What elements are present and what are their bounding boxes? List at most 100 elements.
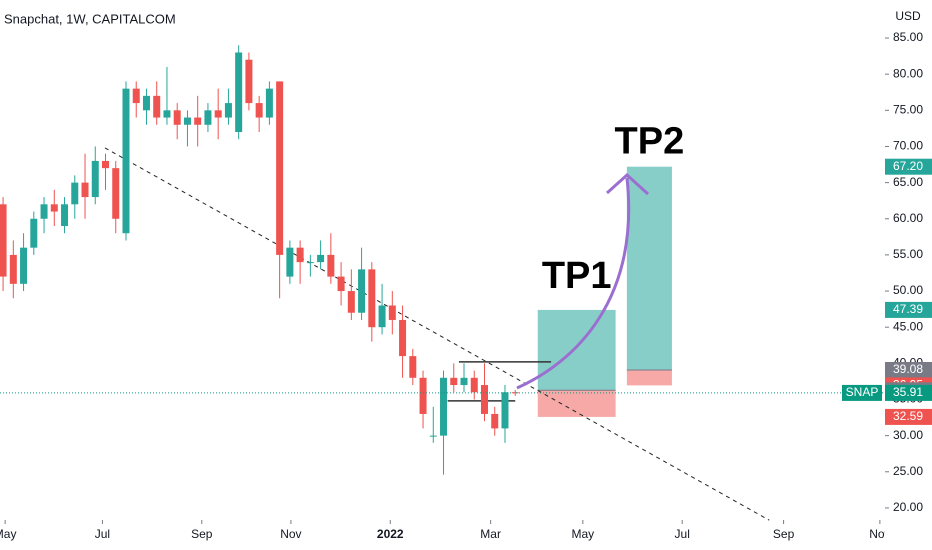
candle-body: [429, 435, 437, 437]
candle-body: [306, 262, 314, 264]
candle-body: [511, 392, 519, 394]
candle-body: [378, 305, 386, 328]
symbol-box: [842, 384, 882, 401]
x-tick-label: Nov: [280, 527, 301, 541]
currency: USD: [895, 9, 921, 23]
price-label-box: [885, 361, 932, 378]
candle-body: [40, 204, 48, 219]
candle-body: [214, 110, 222, 118]
annotation: TP1: [542, 255, 612, 297]
candle-body: [235, 52, 243, 133]
y-tick-label: 60.00: [893, 211, 923, 225]
candle-body: [501, 392, 509, 429]
candle-body: [460, 377, 468, 386]
candle-body: [9, 254, 17, 284]
candle-body: [204, 110, 212, 125]
annotation: TP2: [615, 121, 685, 163]
candle-body: [480, 385, 488, 414]
candle-body: [286, 247, 294, 277]
candle-body: [327, 254, 335, 277]
candle-body: [112, 168, 120, 219]
price-label-box: [885, 301, 932, 318]
candle-body: [317, 254, 325, 263]
chart-title: Snapchat, 1W, CAPITALCOM: [4, 11, 176, 26]
candle-body: [132, 88, 140, 104]
price-label: 39.08: [893, 362, 923, 376]
y-tick-label: 70.00: [893, 139, 923, 153]
candle-body: [368, 269, 376, 328]
candle-body: [409, 356, 417, 378]
candle-body: [276, 81, 284, 255]
y-tick-label: 75.00: [893, 102, 923, 116]
candle-body: [337, 276, 345, 292]
price-label: 35.91: [893, 385, 923, 399]
price-label-box: [885, 158, 932, 175]
candle-body: [142, 95, 150, 111]
axis-labels: 20.0025.0030.0035.0040.0045.0050.0055.00…: [842, 0, 932, 514]
y-tick-label: 80.00: [893, 66, 923, 80]
x-tick-label: 2022: [377, 527, 404, 541]
candle-body: [224, 103, 232, 118]
candle-body: [122, 88, 130, 234]
price-axis: [885, 0, 932, 550]
target-zone: [626, 166, 672, 370]
candle-body: [194, 117, 202, 125]
y-tick-label: 50.00: [893, 283, 923, 297]
x-tick-label: Jul: [675, 527, 690, 541]
candle-body: [173, 110, 181, 125]
x-tick-label: May: [571, 527, 594, 541]
candle-body: [347, 291, 355, 313]
arrow-head: [605, 172, 650, 196]
plot-area: MayJulSepNov2022MarMayJulSepNovTP1TP2: [0, 45, 891, 541]
x-tick-label: May: [0, 527, 16, 541]
currency-box: [885, 0, 932, 26]
candle-body: [153, 95, 161, 118]
candle-body: [91, 160, 99, 198]
price-label: 32.59: [893, 409, 923, 423]
price-label: 67.20: [893, 159, 923, 173]
candle-body: [163, 110, 171, 118]
y-tick-label: 20.00: [893, 500, 923, 514]
candle-body: [81, 182, 89, 198]
target-zone: [537, 309, 616, 391]
stop-zone: [537, 390, 616, 417]
candle-body: [0, 204, 7, 277]
candle-body: [183, 117, 191, 125]
candle-body: [450, 377, 458, 386]
y-tick-label: 45.00: [893, 319, 923, 333]
candle-body: [20, 247, 28, 284]
symbol-label: SNAP: [846, 385, 879, 399]
price-label-box: [885, 384, 932, 401]
stop-zone: [626, 369, 672, 386]
y-tick-label: 65.00: [893, 175, 923, 189]
x-tick-label: Sep: [191, 527, 213, 541]
price-label-box: [885, 408, 932, 425]
candle-body: [440, 377, 448, 436]
candle-body: [491, 413, 499, 429]
candle-body: [419, 377, 427, 414]
candle-body: [71, 182, 79, 205]
candle-body: [102, 160, 110, 169]
candle-body: [388, 305, 396, 320]
candle-body: [30, 218, 38, 248]
y-tick-label: 85.00: [893, 30, 923, 44]
x-tick-label: Sep: [773, 527, 795, 541]
candle-body: [245, 59, 253, 104]
price-label: 47.39: [893, 302, 923, 316]
trendline: [104, 147, 770, 521]
x-tick-label: Mar: [480, 527, 501, 541]
candle-body: [61, 204, 69, 226]
candle-body: [50, 204, 58, 212]
candle-body: [265, 88, 273, 118]
y-tick-label: 25.00: [893, 464, 923, 478]
candle-body: [399, 319, 407, 357]
candle-body: [296, 247, 304, 263]
x-tick-label: Jul: [95, 527, 110, 541]
candle-body: [255, 103, 263, 118]
arrow: [516, 177, 631, 390]
candle-body: [470, 377, 478, 393]
y-tick-label: 55.00: [893, 247, 923, 261]
y-tick-label: 30.00: [893, 428, 923, 442]
candle-body: [358, 269, 366, 313]
